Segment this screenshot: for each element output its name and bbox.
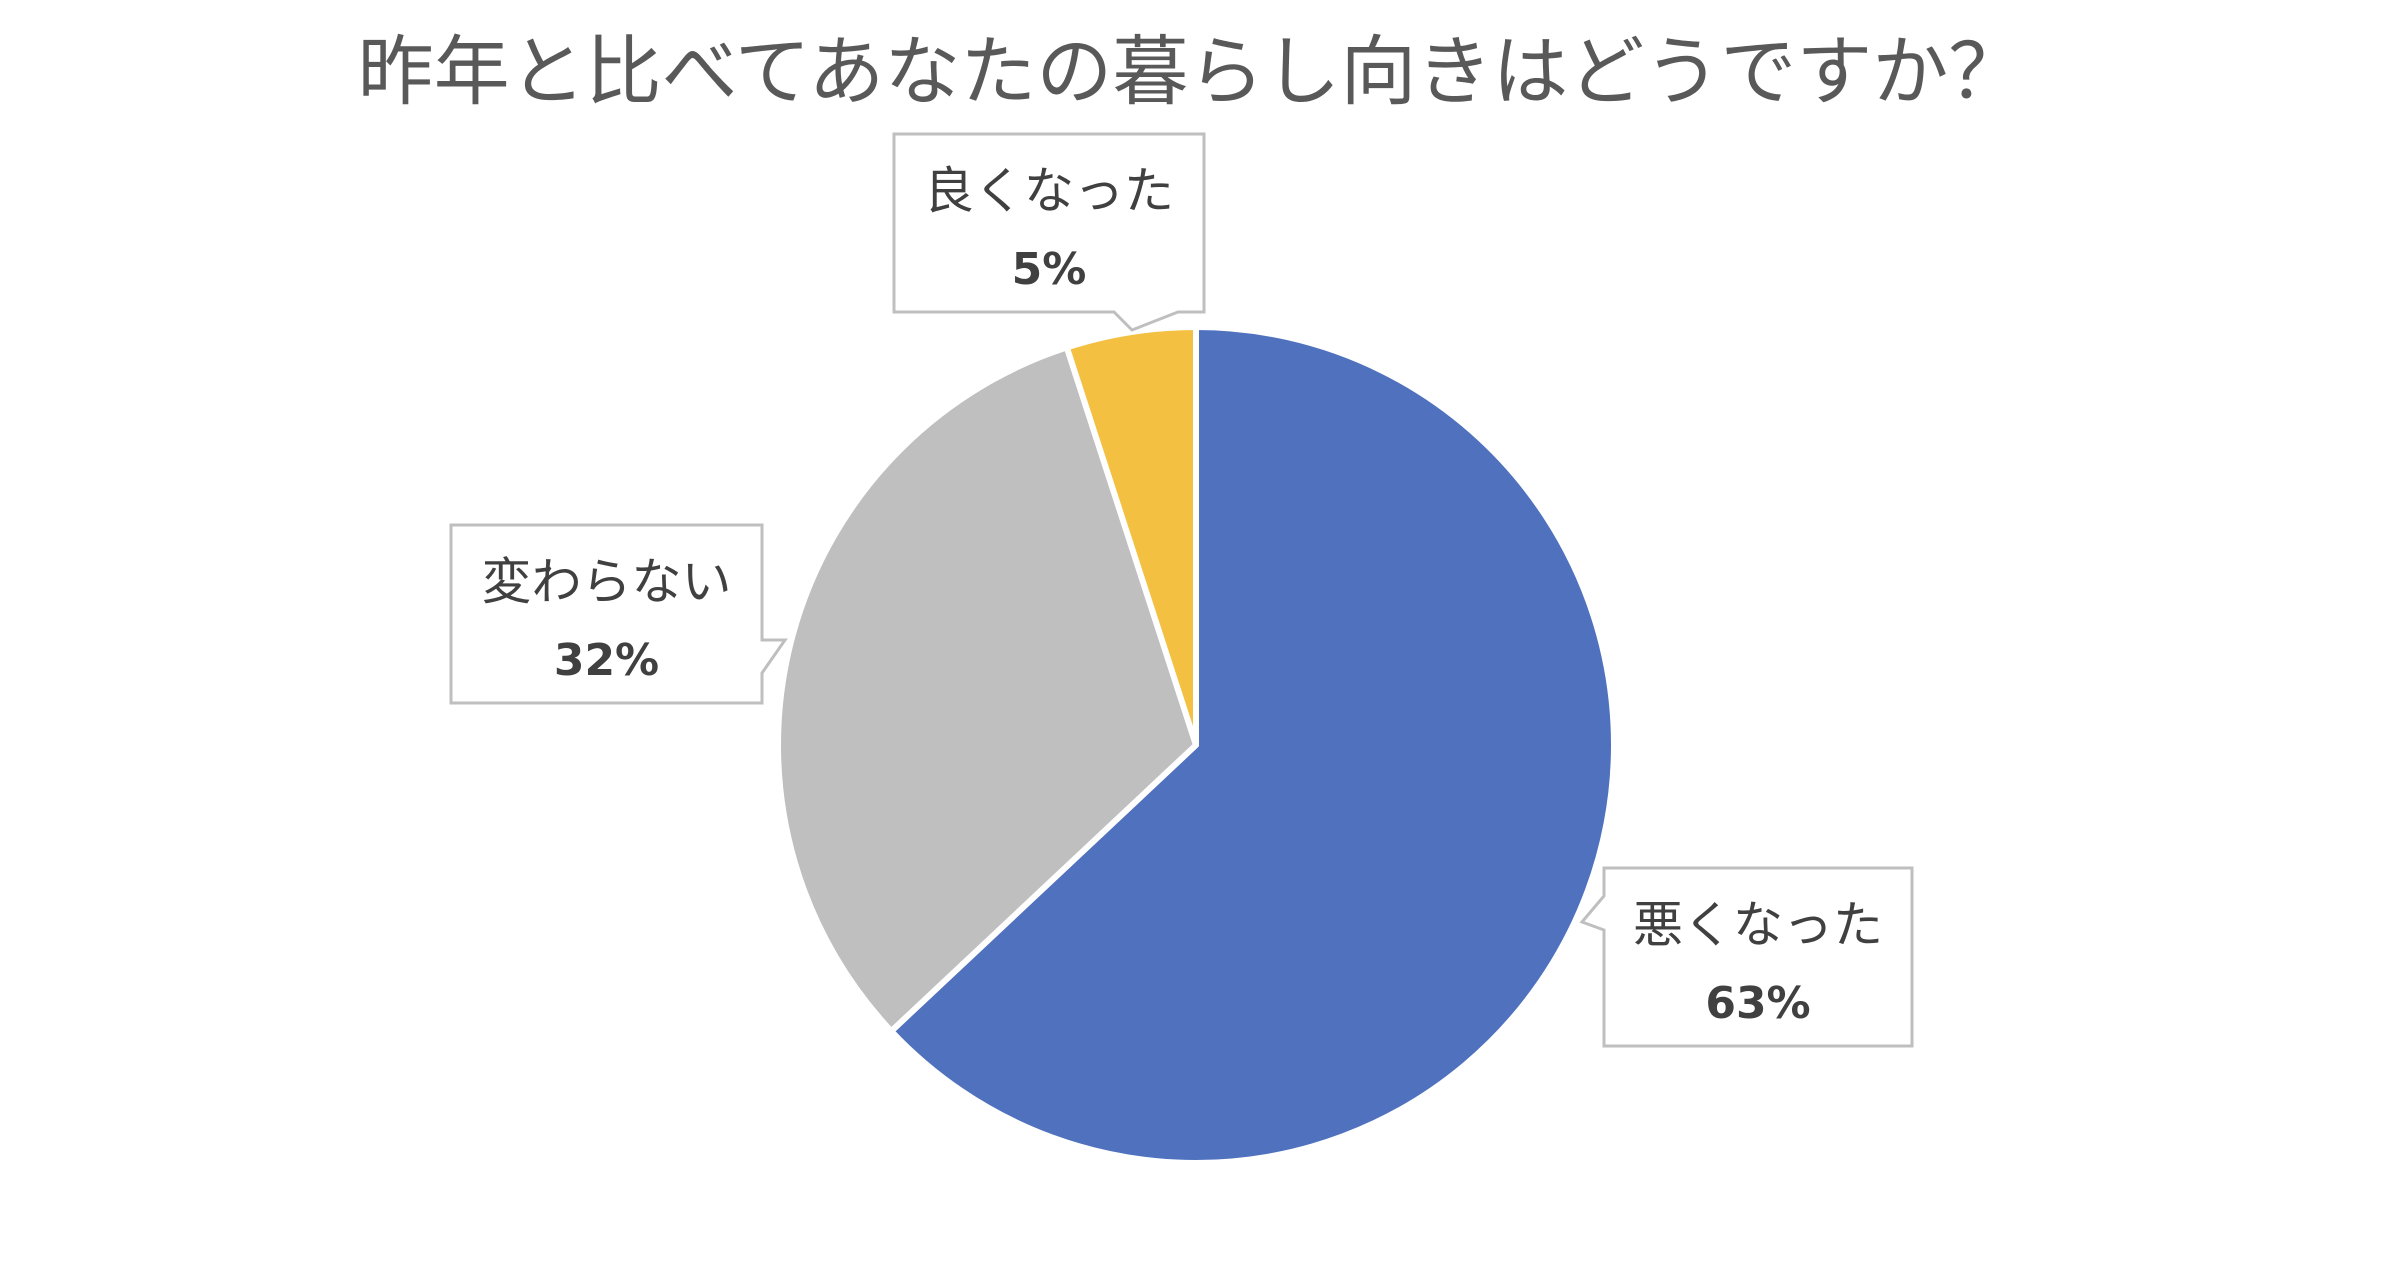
data-label-callout-1: 悪くなった 63%: [1579, 866, 1914, 1048]
pie-slice-3: [1063, 324, 1199, 748]
data-label-category: 変わらない: [482, 553, 732, 611]
chart-title: 昨年と比べてあなたの暮らし向きはどうですか？: [358, 27, 2025, 116]
data-label-value: 63%: [1705, 978, 1810, 1029]
callout-box: [892, 132, 1206, 332]
pie-data-labels: 悪くなった 63% 変わらない 32% 良くなった 5%: [449, 132, 1914, 1048]
callout-box: [449, 523, 788, 705]
data-label-callout-2: 変わらない 32%: [449, 523, 788, 705]
pie-slice-2: [775, 344, 1199, 1035]
data-label-value: 5%: [1012, 244, 1087, 295]
data-label-callout-3: 良くなった 5%: [892, 132, 1206, 332]
callout-box: [1579, 866, 1914, 1048]
data-label-category: 良くなった: [924, 162, 1174, 220]
pie-slices: [775, 324, 1617, 1166]
pie-slice-1: [888, 324, 1617, 1166]
data-label-value: 32%: [554, 635, 659, 686]
data-label-category: 悪くなった: [1633, 896, 1883, 954]
